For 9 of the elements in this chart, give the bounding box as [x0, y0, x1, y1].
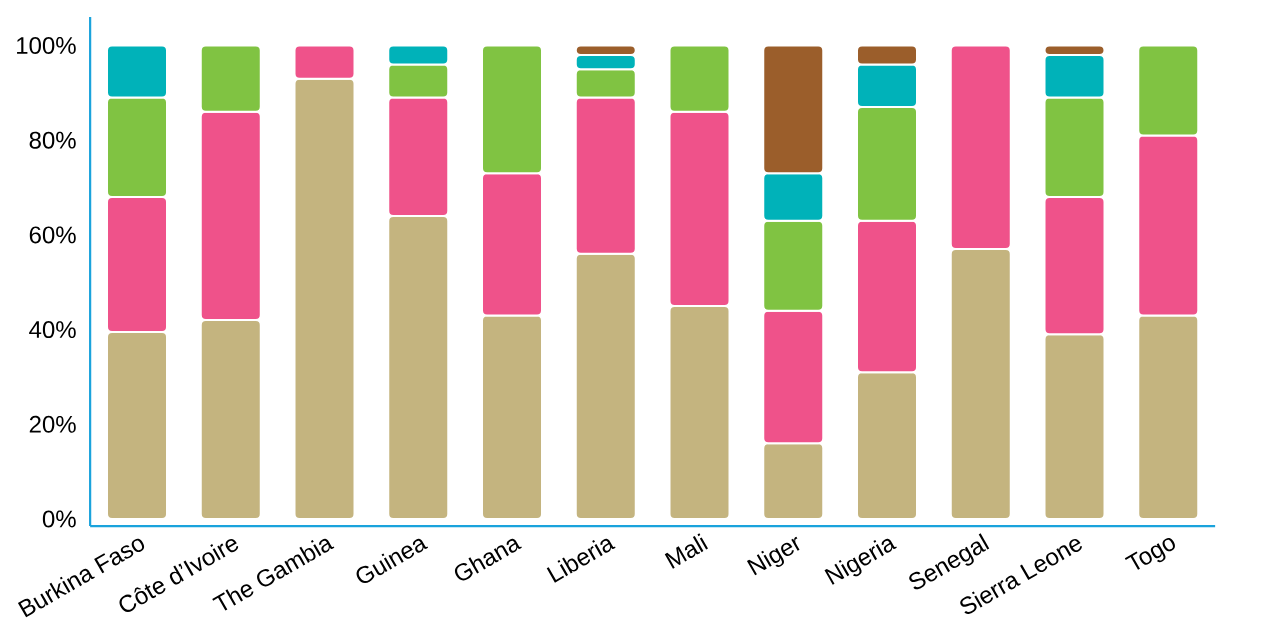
y-tick-label: 40% [29, 321, 76, 339]
y-tick-label: 80% [29, 131, 76, 149]
y-tick-label: 100% [17, 36, 76, 54]
y-tick-label: 60% [29, 226, 76, 244]
x-tick-label: Niger [746, 536, 800, 576]
x-tick-label: Togo [1124, 538, 1175, 570]
y-tick-label: 20% [29, 415, 76, 433]
y-tick-label: 0% [42, 510, 76, 528]
x-tick-label: Mali [664, 533, 708, 569]
